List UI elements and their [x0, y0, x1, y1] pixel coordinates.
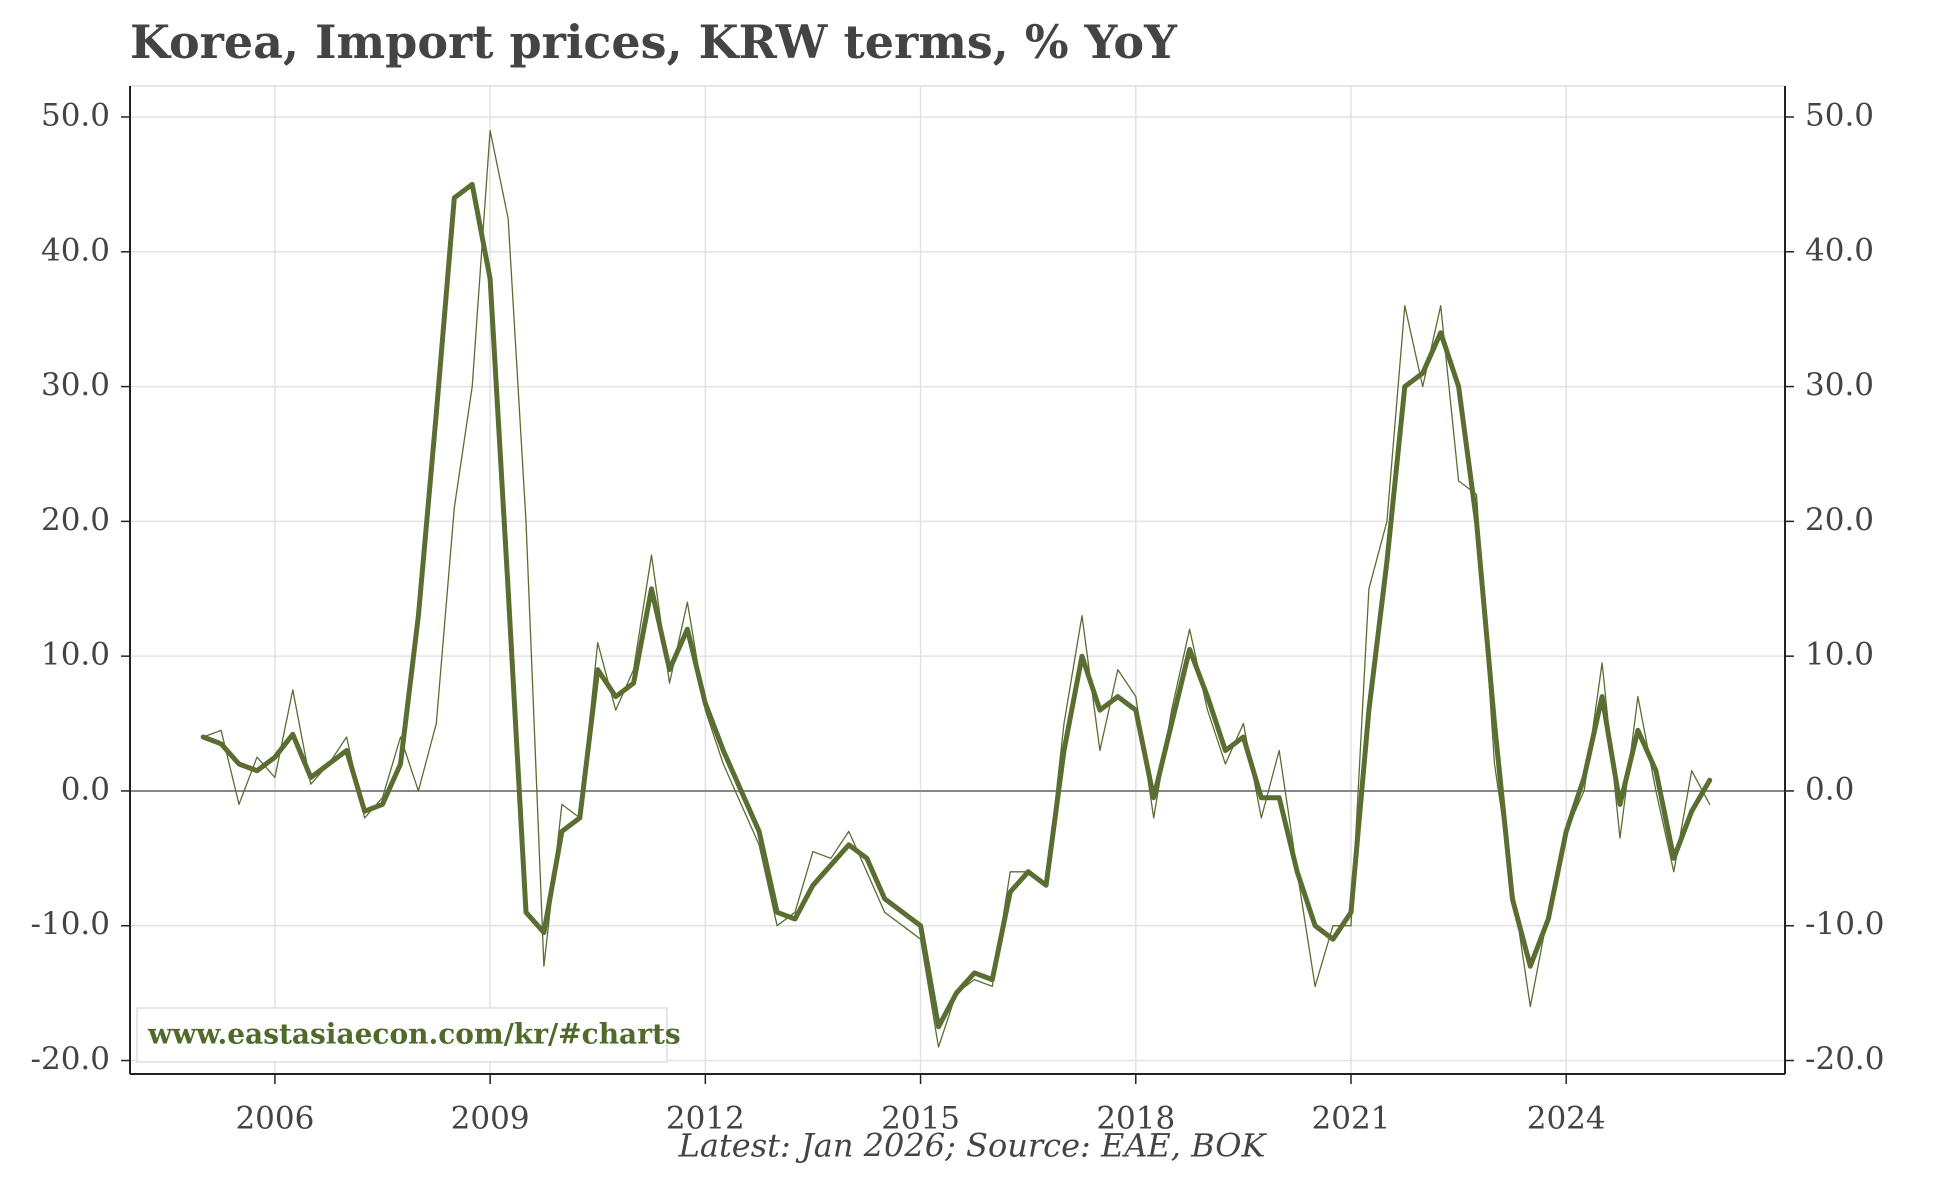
- x-tick-label: 2024: [1527, 1101, 1606, 1137]
- y-tick-label: 10.0: [41, 637, 110, 673]
- y-tick-label: 30.0: [41, 367, 110, 403]
- y-tick-label: 20.0: [41, 502, 110, 538]
- y-tick-label: 0.0: [61, 771, 110, 807]
- annotation: www.eastasiaecon.com/kr/#charts: [147, 1018, 681, 1051]
- x-tick-label: 2009: [451, 1101, 530, 1137]
- y2-tick-label: -20.0: [1805, 1041, 1885, 1077]
- y-tick-label: 50.0: [41, 98, 110, 134]
- y-tick-label: -10.0: [31, 906, 111, 942]
- y2-tick-label: 40.0: [1805, 232, 1874, 268]
- line-thick: [200, 181, 1713, 1030]
- y2-tick-label: 0.0: [1805, 771, 1854, 807]
- footer: Latest: Jan 2026; Source: EAE, BOK: [678, 1127, 1268, 1165]
- y-tick-label: 40.0: [41, 232, 110, 268]
- x-tick-label: 2012: [666, 1101, 745, 1137]
- annotation-box: [136, 1007, 668, 1063]
- y2-tick-label: 20.0: [1805, 502, 1874, 538]
- y2-tick-label: 50.0: [1805, 98, 1874, 134]
- y2-tick-label: 30.0: [1805, 367, 1874, 403]
- x-tick-label: 2021: [1312, 1101, 1391, 1137]
- y2-tick-label: 10.0: [1805, 637, 1874, 673]
- x-tick-label: 2015: [881, 1101, 960, 1137]
- y2-tick-label: -10.0: [1805, 906, 1885, 942]
- chart-title: Korea, Import prices, KRW terms, % YoY: [130, 15, 1178, 69]
- y-tick-label: -20.0: [31, 1041, 111, 1077]
- x-tick-label: 2018: [1096, 1101, 1175, 1137]
- x-tick-label: 2006: [235, 1101, 314, 1137]
